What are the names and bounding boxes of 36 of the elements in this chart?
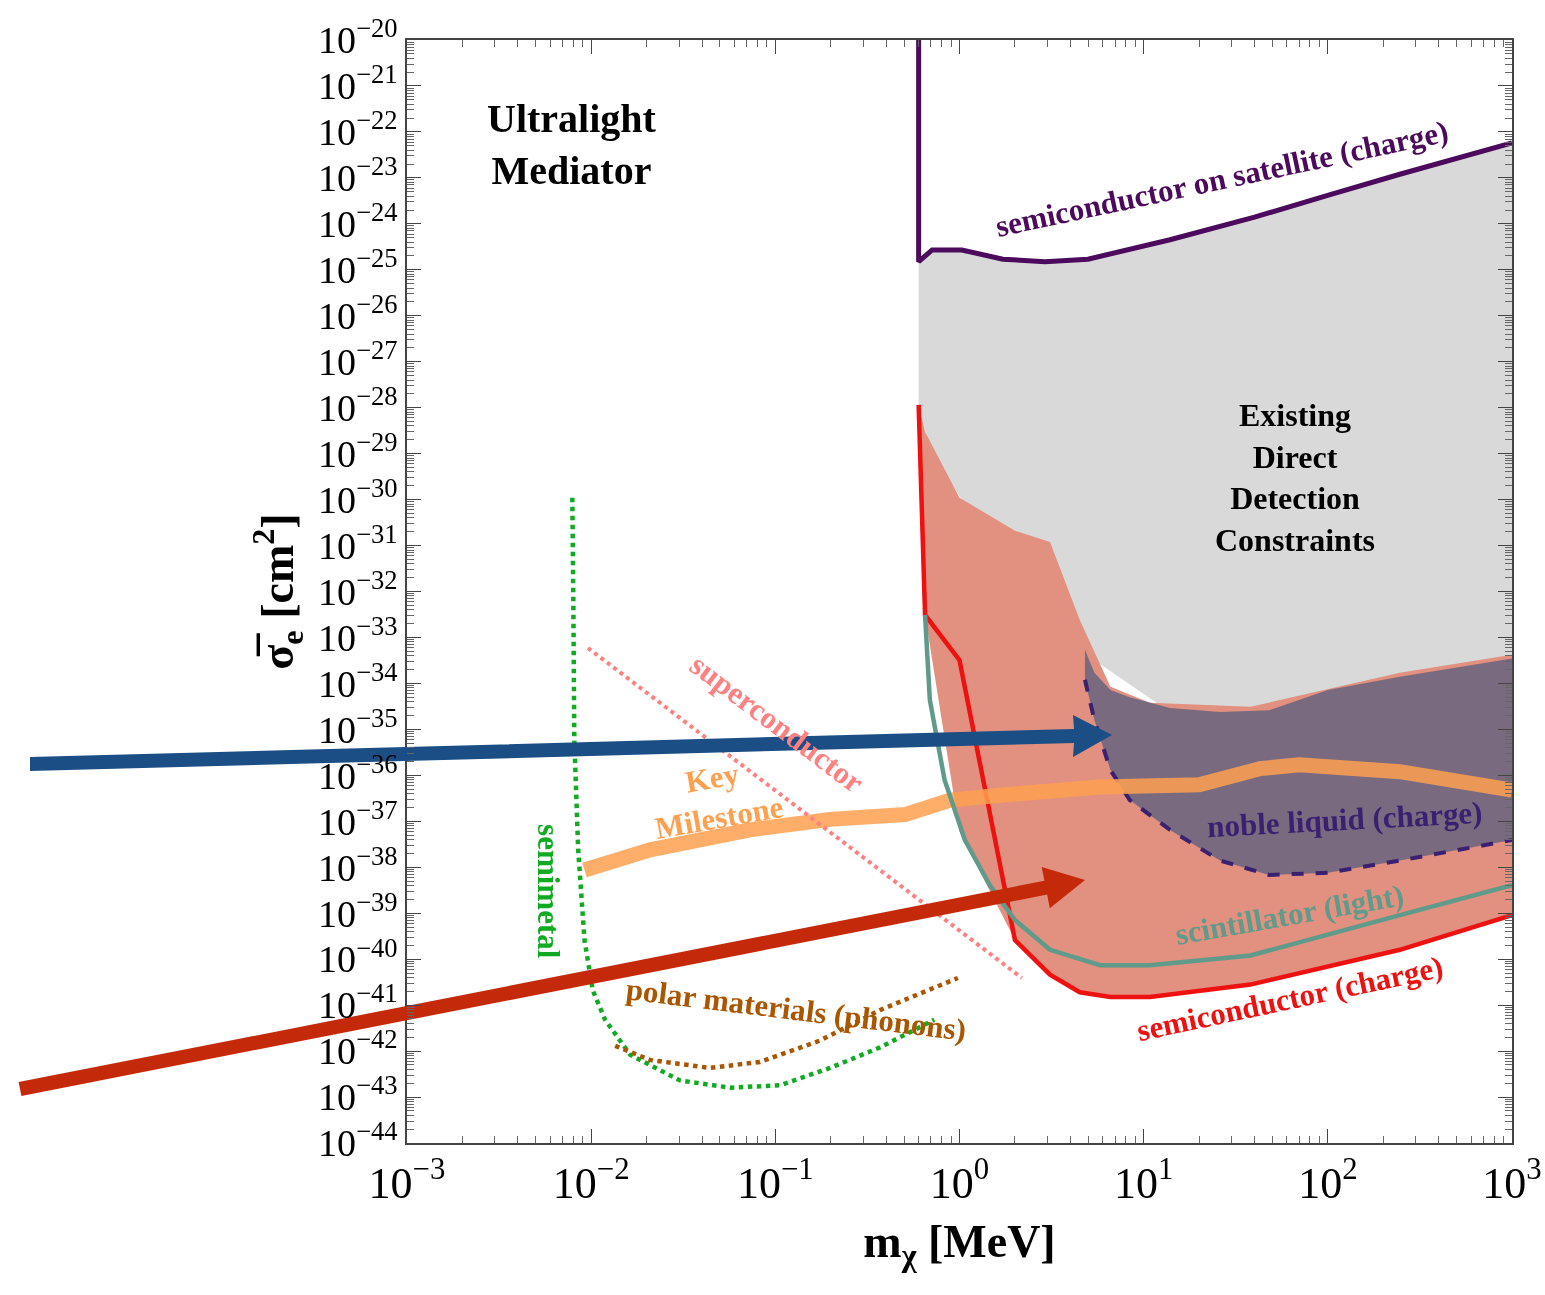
- y-tick-label: 10$^{−35}$: [318, 702, 398, 751]
- x-tick-label: 10$^{3}$: [1482, 1152, 1542, 1208]
- y-tick-label: 10$^{−43}$: [318, 1070, 398, 1119]
- y-tick-label: 10$^{−41}$: [318, 978, 398, 1027]
- y-tick-label: 10$^{−32}$: [318, 564, 398, 613]
- y-tick-label: 10$^{−40}$: [318, 932, 398, 981]
- y-tick-label: 10$^{−30}$: [318, 472, 398, 521]
- x-tick-label: 10$^{−1}$: [736, 1152, 814, 1208]
- annotation: Ultralight Mediator: [487, 96, 657, 193]
- series-label: noble liquid (charge): [1206, 794, 1484, 845]
- y-tick-label: 10$^{−34}$: [318, 656, 398, 705]
- annotation: Existing Direct Detection Constraints: [1215, 397, 1376, 558]
- y-tick-label: 10$^{−20}$: [318, 13, 398, 62]
- y-tick-label: 10$^{−25}$: [318, 243, 398, 292]
- y-tick-label: 10$^{−31}$: [318, 518, 398, 567]
- x-tick-label: 10$^{−2}$: [552, 1152, 630, 1208]
- y-tick-label: 10$^{−24}$: [318, 197, 398, 246]
- text: semimetal: [530, 824, 566, 959]
- y-tick-label: 10$^{−23}$: [318, 151, 398, 200]
- y-tick-label: 10$^{−22}$: [318, 105, 398, 154]
- y-tick-label: 10$^{−33}$: [318, 610, 398, 659]
- x-tick-label: 10$^{1}$: [1113, 1152, 1174, 1208]
- y-tick-label: 10$^{−27}$: [318, 335, 398, 384]
- y-tick-label: 10$^{−39}$: [318, 886, 398, 935]
- y-tick-label: 10$^{−28}$: [318, 381, 398, 429]
- y-tick-label: 10$^{−37}$: [318, 794, 398, 843]
- text: polar materials (phonons): [624, 971, 969, 1048]
- y-tick-label: 10$^{−21}$: [318, 59, 398, 108]
- y-tick-label: 10$^{−38}$: [318, 840, 398, 889]
- x-tick-label: 10$^{0}$: [929, 1152, 990, 1208]
- y-tick-label: 10$^{−42}$: [318, 1024, 398, 1073]
- text: scintillator (light): [1172, 877, 1407, 952]
- y-tick-label: 10$^{−26}$: [318, 289, 398, 338]
- x-tick-label: 10$^{2}$: [1298, 1152, 1358, 1208]
- x-axis-title: m$_{χ}$ [MeV]: [863, 1215, 1056, 1274]
- y-tick-label: 10$^{−29}$: [318, 426, 398, 475]
